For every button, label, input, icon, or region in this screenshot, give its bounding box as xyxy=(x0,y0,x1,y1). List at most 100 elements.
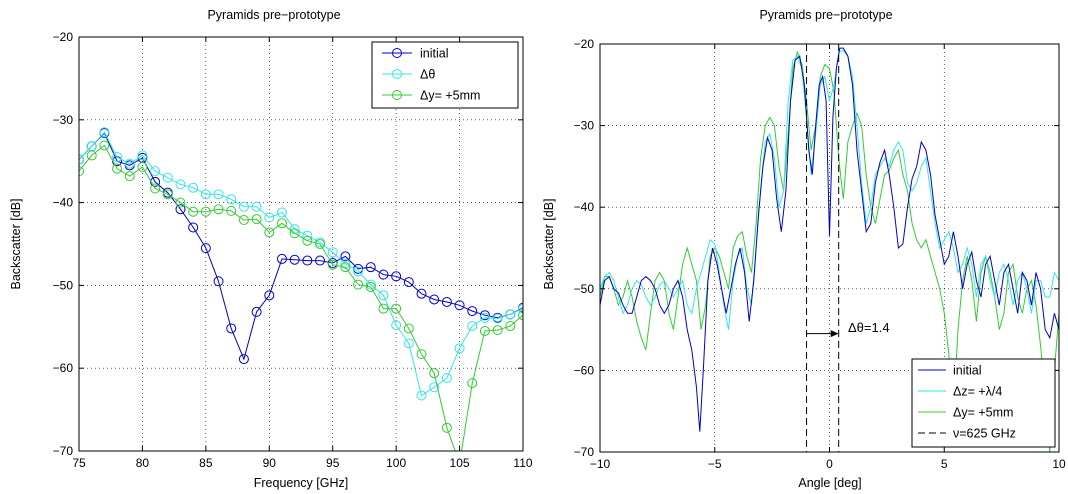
left-data-point xyxy=(340,251,351,262)
left-data-point xyxy=(162,172,173,183)
left-data-point xyxy=(251,214,262,225)
legend-label: ν=625 GHz xyxy=(953,427,1016,441)
left-data-point xyxy=(365,282,376,293)
legend-label: Δz= +λ/4 xyxy=(953,385,1002,399)
left-data-point xyxy=(391,271,402,282)
left-data-point xyxy=(79,154,84,165)
left-data-point xyxy=(226,194,237,205)
left-data-point xyxy=(479,325,490,336)
right-y-tick-label: −40 xyxy=(574,200,595,214)
right-x-axis-label: Angle [deg] xyxy=(798,476,861,490)
left-data-point xyxy=(454,300,465,311)
left-y-tick-label: −20 xyxy=(53,30,74,44)
right-series-line xyxy=(600,49,1059,330)
left-data-point xyxy=(353,266,364,277)
left-data-point xyxy=(200,206,211,217)
left-data-point xyxy=(441,296,452,307)
right-chart-title: Pyramids pre−prototype xyxy=(759,8,892,22)
right-series-y-5mm xyxy=(600,50,1059,452)
legend-label: initial xyxy=(953,364,982,378)
left-data-point xyxy=(327,247,338,258)
right-x-tick-label: −10 xyxy=(590,457,611,471)
left-data-point xyxy=(518,310,523,321)
left-series-series xyxy=(79,127,523,401)
left-data-point xyxy=(175,197,186,208)
left-plot-frame xyxy=(78,36,524,452)
right-ticks: −10 −5 0 5 10−70−60−50−40−30−20 xyxy=(574,37,1066,471)
left-data-point xyxy=(391,303,402,314)
right-y-tick-label: −70 xyxy=(574,445,595,459)
left-x-tick-label: 85 xyxy=(199,456,213,470)
right-y-tick-label: −50 xyxy=(574,282,595,296)
left-data-point xyxy=(112,152,123,163)
left-data-point xyxy=(251,306,262,317)
left-x-tick-label: 75 xyxy=(72,456,86,470)
left-data-point xyxy=(467,306,478,317)
left-data-point xyxy=(505,309,516,320)
left-data-point xyxy=(403,338,414,349)
left-data-point xyxy=(137,161,148,172)
left-data-point xyxy=(251,201,262,212)
left-chart-title: Pyramids pre−prototype xyxy=(207,8,340,22)
left-legend: initial Δθ Δy= +5mm xyxy=(371,41,519,109)
left-data-point xyxy=(315,239,326,249)
left-data-point xyxy=(112,163,123,174)
left-data-point xyxy=(99,127,110,138)
left-data-point xyxy=(124,171,135,182)
left-data-point xyxy=(327,259,338,270)
left-y-axis-label: Backscatter [dB] xyxy=(9,198,23,289)
left-data-point xyxy=(454,343,465,354)
left-data-point xyxy=(429,294,440,305)
delta-theta-annotation: Δθ=1.4 xyxy=(848,320,890,335)
left-data-point xyxy=(276,253,287,264)
left-data-point xyxy=(188,206,199,217)
left-x-tick-label: 90 xyxy=(263,456,277,470)
left-data-point xyxy=(213,189,224,200)
left-data-point xyxy=(175,204,186,215)
left-data-point xyxy=(213,276,224,287)
left-x-tick-label: 105 xyxy=(450,456,470,470)
left-data-point xyxy=(416,349,427,360)
left-data-point xyxy=(162,189,173,200)
left-data-point xyxy=(276,218,287,229)
left-data-point xyxy=(150,166,161,177)
annotation-arrow-head xyxy=(830,330,839,338)
left-data-point xyxy=(479,310,490,321)
right-y-tick-label: −20 xyxy=(574,37,595,51)
right-x-tick-label: 5 xyxy=(941,457,948,471)
left-data-point xyxy=(378,290,389,301)
left-data-point xyxy=(378,303,389,314)
left-data-point xyxy=(441,422,452,433)
left-data-point xyxy=(264,212,275,223)
left-data-point xyxy=(467,378,478,389)
left-data-point xyxy=(403,277,414,288)
left-data-point xyxy=(188,222,199,233)
left-data-point xyxy=(264,290,275,301)
left-series-line xyxy=(79,132,523,361)
left-data-point xyxy=(99,140,110,151)
left-y-tick-label: −50 xyxy=(53,278,74,292)
left-data-point xyxy=(79,166,84,177)
left-x-tick-label: 95 xyxy=(326,456,340,470)
left-data-point xyxy=(289,254,300,265)
left-data-point xyxy=(86,150,97,161)
right-legend-box xyxy=(911,358,1056,448)
left-data-point xyxy=(226,323,237,334)
right-y-axis-label: Backscatter [dB] xyxy=(542,198,556,289)
left-data-point xyxy=(213,204,224,215)
left-data-point xyxy=(150,183,161,194)
right-legend: initial Δz= +λ/4 Δy= +5mm ν=625 GHz xyxy=(911,358,1056,448)
right-series-z-4 xyxy=(600,49,1059,330)
left-data-point xyxy=(238,201,249,212)
left-data-point xyxy=(289,228,300,239)
right-series-line xyxy=(600,50,1059,452)
left-series-y-5mm xyxy=(79,140,523,451)
left-series xyxy=(79,127,523,451)
left-x-tick-label: 100 xyxy=(386,456,406,470)
left-data-point xyxy=(238,214,249,225)
left-data-point xyxy=(175,179,186,190)
left-data-point xyxy=(492,325,503,336)
left-y-tick-label: −60 xyxy=(53,361,74,375)
legend-swatch-marker xyxy=(392,90,402,100)
right-y-tick-label: −60 xyxy=(574,363,595,377)
